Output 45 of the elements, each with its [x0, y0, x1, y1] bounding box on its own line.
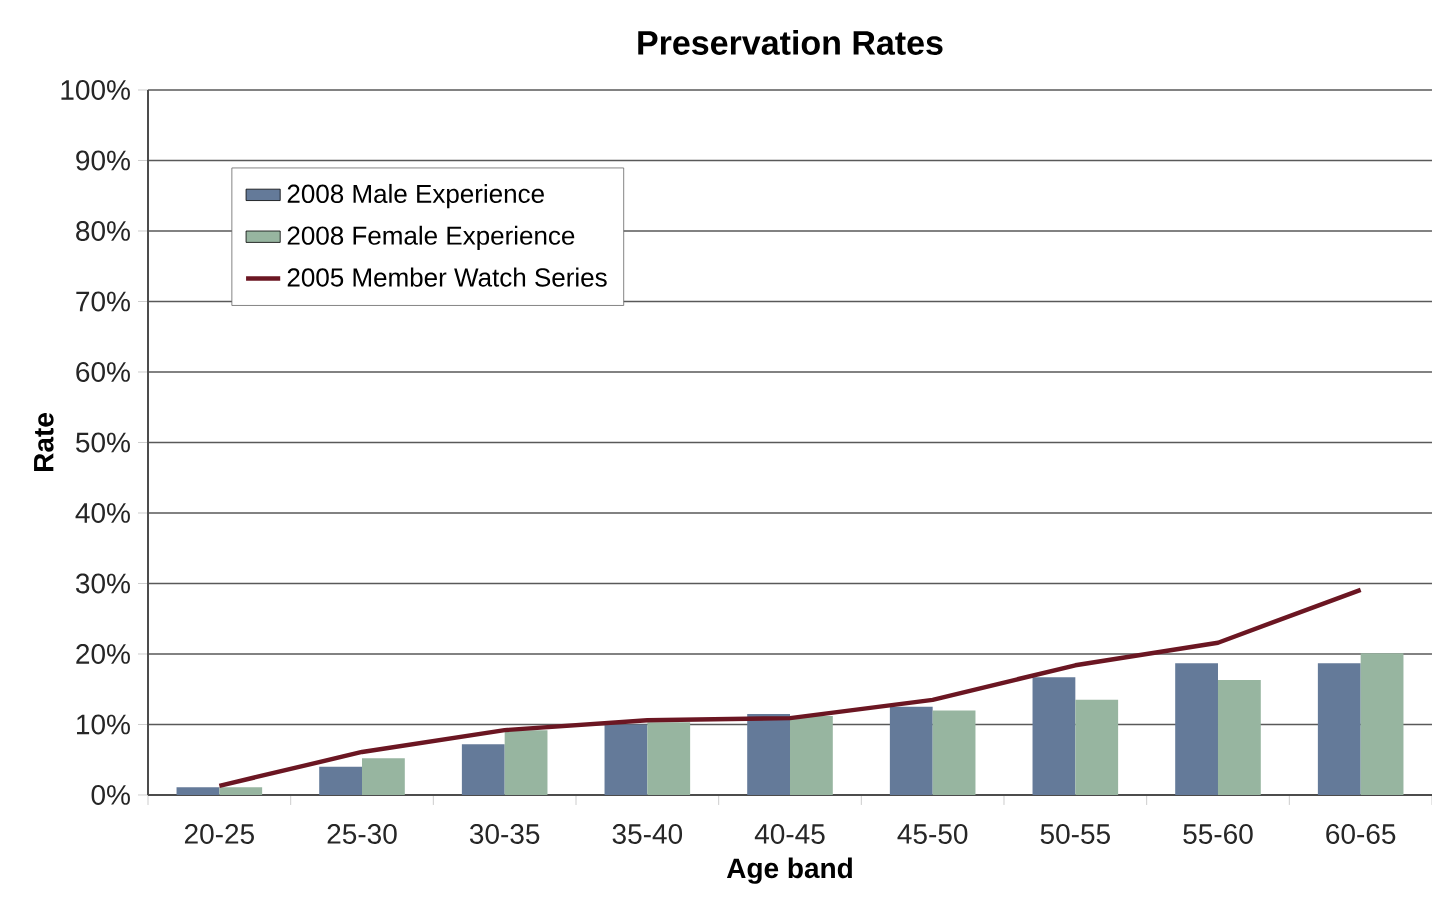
bar — [647, 722, 691, 795]
legend-label: 2008 Male Experience — [287, 183, 544, 209]
y-tick-label: 20% — [76, 644, 130, 664]
bar — [1317, 663, 1361, 795]
x-tick-label: 45-50 — [897, 824, 968, 844]
bar — [1032, 677, 1076, 795]
bar — [790, 716, 833, 795]
x-tick-label: 35-40 — [612, 824, 683, 844]
x-tick-label: 25-30 — [327, 824, 397, 844]
bar — [504, 730, 548, 795]
y-tick-label: 80% — [76, 221, 130, 241]
bar — [176, 787, 220, 795]
x-tick-label: 50-55 — [1040, 824, 1110, 844]
y-axis-title: Rate — [34, 413, 54, 471]
x-tick-label: 55-60 — [1183, 824, 1253, 844]
legend-label: 2005 Member Watch Series — [287, 267, 607, 287]
bar — [932, 710, 976, 795]
y-tick-label: 90% — [76, 150, 130, 171]
x-tick-label: 60-65 — [1326, 824, 1396, 844]
bar — [889, 706, 933, 795]
bar — [604, 724, 648, 795]
bar — [362, 758, 405, 795]
y-tick-label: 0% — [91, 785, 130, 805]
y-tick-label: 70% — [76, 291, 130, 312]
bar — [747, 713, 790, 795]
line-series — [217, 587, 1363, 789]
x-axis-title: Age band — [726, 857, 852, 884]
bar — [1075, 699, 1119, 795]
chart-title: Preservation Rates — [638, 29, 943, 55]
y-tick-label: 30% — [75, 573, 130, 594]
y-tick-label: 60% — [76, 362, 130, 382]
bar — [319, 766, 362, 795]
y-tick-label: 50% — [76, 432, 130, 453]
bar — [219, 787, 263, 795]
y-tick-label: 10% — [77, 714, 130, 735]
y-tick-label: 100% — [61, 80, 130, 100]
x-tick-label: 20-25 — [184, 824, 254, 844]
bar — [1175, 663, 1218, 795]
bar — [1360, 653, 1404, 795]
bar — [1218, 680, 1261, 795]
y-tick-label: 40% — [75, 503, 130, 523]
bar — [461, 744, 505, 795]
x-tick-label: 30-35 — [469, 824, 540, 844]
x-tick-label: 40-45 — [754, 824, 825, 844]
legend-label: 2008 Female Experience — [287, 225, 575, 251]
